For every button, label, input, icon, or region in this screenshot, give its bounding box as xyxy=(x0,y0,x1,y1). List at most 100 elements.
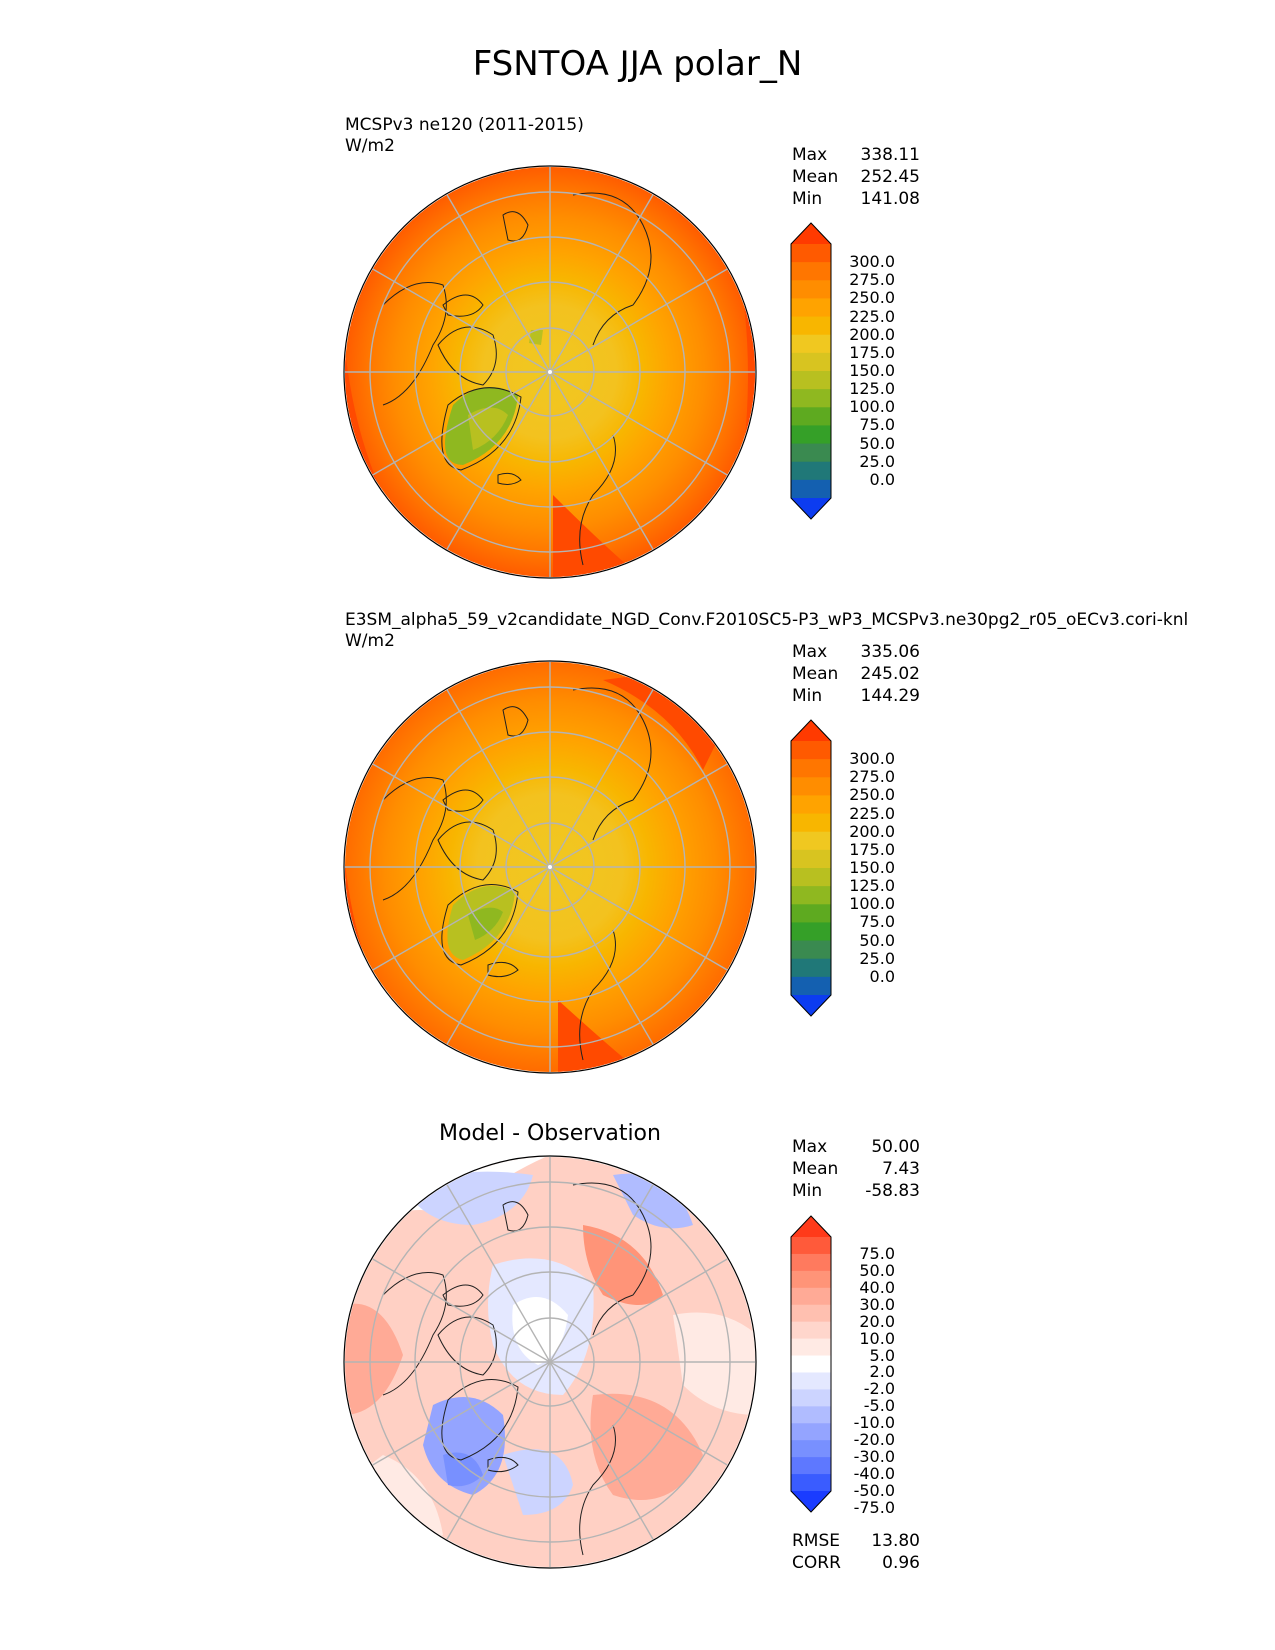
colorbar-segment xyxy=(791,976,831,996)
colorbar-segment xyxy=(791,1440,831,1458)
colorbar-segment xyxy=(791,958,831,978)
colorbar-tick-label: 50.0 xyxy=(859,433,895,453)
panel-2-stats: Max 335.06 Mean 245.02 Min 144.29 xyxy=(792,641,920,707)
panel-1-map xyxy=(343,165,757,579)
colorbar-segment xyxy=(791,371,831,390)
colorbar-tick-label: 100.0 xyxy=(849,397,895,417)
colorbar-tick-label: -20.0 xyxy=(853,1430,895,1450)
colorbar-extend-min xyxy=(791,1491,831,1512)
colorbar-segment xyxy=(791,389,831,408)
colorbar-tick-label: 40.0 xyxy=(859,1277,895,1297)
colorbar-segment xyxy=(791,1457,831,1475)
colorbar-segment xyxy=(791,262,831,281)
colorbar-tick-label: 225.0 xyxy=(849,803,895,823)
colorbar-tick-label: 75.0 xyxy=(859,912,895,932)
colorbar-segment xyxy=(791,759,831,778)
stat-min-value: -58.83 xyxy=(865,1181,920,1201)
stat-max-label: Max xyxy=(792,145,828,165)
difference-metrics: RMSE 13.80 CORR 0.96 xyxy=(792,1530,920,1574)
colorbar-tick-label: 300.0 xyxy=(849,749,895,769)
colorbar-tick-label: 75.0 xyxy=(859,415,895,435)
stat-mean-label: Mean xyxy=(792,664,839,684)
colorbar-tick-label: 200.0 xyxy=(849,324,895,344)
panel-1-stats: Max 338.11 Mean 252.45 Min 141.08 xyxy=(792,144,920,210)
colorbar-tick-label: -10.0 xyxy=(853,1413,895,1433)
colorbar-segment xyxy=(791,886,831,905)
stat-mean-value: 252.45 xyxy=(860,167,920,187)
stat-mean-value: 245.02 xyxy=(860,664,920,684)
colorbar-segment xyxy=(791,280,831,300)
colorbar-tick-label: 5.0 xyxy=(869,1345,895,1365)
colorbar-tick-label: 275.0 xyxy=(849,270,895,290)
colorbar-segment xyxy=(791,1474,831,1492)
colorbar-segment xyxy=(791,443,831,463)
colorbar-segment xyxy=(791,1237,831,1255)
stat-min-value: 144.29 xyxy=(860,686,920,706)
colorbar-tick-label: 75.0 xyxy=(859,1243,895,1263)
rmse-value: 13.80 xyxy=(871,1531,920,1551)
colorbar-tick-label: 25.0 xyxy=(859,948,895,968)
colorbar-tick-label: 50.0 xyxy=(859,930,895,950)
colorbar-segment xyxy=(791,868,831,887)
stat-max-label: Max xyxy=(792,642,828,662)
colorbar-tick-label: 150.0 xyxy=(849,361,895,380)
stat-min-label: Min xyxy=(792,189,823,209)
stat-min-label: Min xyxy=(792,686,823,706)
colorbar-segment xyxy=(791,922,831,942)
colorbar-extend-min xyxy=(791,498,831,519)
panel-1-name: MCSPv3 ne120 (2011-2015) xyxy=(345,115,584,135)
colorbar-segment xyxy=(791,407,831,427)
colorbar-segment xyxy=(791,1406,831,1424)
corr-value: 0.96 xyxy=(882,1553,920,1573)
colorbar-tick-label: 125.0 xyxy=(849,379,895,399)
colorbar-outline xyxy=(790,719,832,1017)
colorbar-segment xyxy=(791,1287,831,1306)
difference-map xyxy=(343,1155,757,1569)
colorbar-tick-label: -5.0 xyxy=(863,1396,895,1416)
colorbar-tick-label: 10.0 xyxy=(859,1328,895,1348)
colorbar-segment xyxy=(791,461,831,481)
difference-stats: Max 50.00 Mean 7.43 Min -58.83 xyxy=(792,1136,920,1202)
colorbar-tick-label: 100.0 xyxy=(849,894,895,914)
colorbar-tick-label: 275.0 xyxy=(849,767,895,787)
colorbar-tick-label: 200.0 xyxy=(849,821,895,841)
colorbar-tick-label: 250.0 xyxy=(849,785,895,805)
colorbar-outline xyxy=(790,222,832,520)
colorbar-outline xyxy=(790,1215,832,1513)
colorbar-segment xyxy=(791,741,831,760)
colorbar-tick-label: 2.0 xyxy=(869,1362,895,1382)
colorbar-segment xyxy=(791,1389,831,1407)
colorbar-tick-label: 150.0 xyxy=(849,858,895,877)
colorbar-tick-label: 250.0 xyxy=(849,288,895,308)
colorbar-tick-label: 0.0 xyxy=(869,469,895,489)
colorbar-segment xyxy=(791,777,831,797)
colorbar-tick-label: 225.0 xyxy=(849,306,895,326)
colorbar-tick-label: 50.0 xyxy=(859,1260,895,1280)
colorbar-extend-max xyxy=(791,1216,831,1237)
rmse-label: RMSE xyxy=(792,1531,841,1551)
colorbar-segment xyxy=(791,334,831,354)
colorbar-segment xyxy=(791,940,831,960)
colorbar-segment xyxy=(791,1270,831,1289)
colorbar-extend-max xyxy=(791,720,831,741)
colorbar-segment xyxy=(791,352,831,372)
panel-2-name: E3SM_alpha5_59_v2candidate_NGD_Conv.F201… xyxy=(345,610,1189,630)
colorbar-extend-min xyxy=(791,995,831,1016)
stat-mean-value: 7.43 xyxy=(882,1159,920,1179)
difference-colorbar-labels: 75.0 50.0 40.0 30.0 20.0 10.0 5.0 2.0 -2.0 -5.0 -1… xyxy=(835,1215,905,1517)
colorbar-tick-label: -75.0 xyxy=(853,1497,895,1517)
colorbar-segment xyxy=(791,1321,831,1340)
colorbar-segment xyxy=(791,1372,831,1390)
stat-max-value: 335.06 xyxy=(860,642,920,662)
stat-max-value: 50.00 xyxy=(871,1137,920,1157)
colorbar-segment xyxy=(791,1253,831,1272)
colorbar-segment xyxy=(791,425,831,445)
stat-mean-label: Mean xyxy=(792,167,839,187)
colorbar-tick-label: -30.0 xyxy=(853,1447,895,1467)
panel-1-units: W/m2 xyxy=(345,136,395,156)
colorbar-segment xyxy=(791,244,831,263)
colorbar-segment xyxy=(791,1338,831,1357)
colorbar-segment xyxy=(791,795,831,815)
colorbar-tick-label: 175.0 xyxy=(849,839,895,859)
colorbar-segment xyxy=(791,298,831,318)
